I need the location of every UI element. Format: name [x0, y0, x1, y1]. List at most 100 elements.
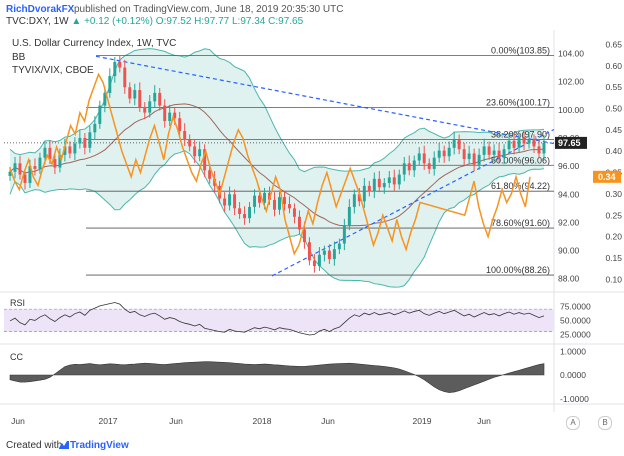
bb-basis-line [9, 103, 545, 227]
price-axes[interactable]: 104.00102.00100.0098.0096.0094.0092.0090… [555, 39, 622, 284]
candle-body [88, 132, 92, 148]
ratio-axis-tick: 0.60 [605, 61, 622, 71]
candle-body [352, 194, 356, 207]
candle-body [213, 178, 217, 186]
candle-body [253, 195, 257, 207]
candlestick-series [8, 55, 546, 273]
candle-body [18, 163, 22, 175]
candle-body [517, 137, 521, 148]
last-price-label: 97.65 [558, 138, 581, 148]
time-axis[interactable]: Jun 2017 Jun 2018 Jun 2019 Jun [11, 416, 491, 426]
time-axis-tick: 2018 [253, 416, 272, 426]
grid [0, 30, 624, 412]
candle-body [248, 206, 252, 219]
candle-body [307, 242, 311, 261]
candle-body [123, 67, 127, 88]
ratio-axis-tick: 0.65 [605, 39, 622, 49]
candle-body [118, 61, 122, 68]
candle-body [8, 171, 12, 176]
candle-body [28, 166, 32, 184]
price-axis-tick: 88.00 [558, 274, 580, 284]
candle-body [357, 194, 361, 202]
ratio-axis-tick: 0.10 [605, 274, 622, 284]
candle-body [223, 198, 227, 206]
candle-body [268, 192, 271, 200]
tradingview-logo-icon [59, 441, 69, 449]
ohlc-readout: TVC:DXY, 1W ▲ +0.12 (+0.12%) O:97.52 H:9… [6, 16, 303, 27]
legend-bb: BB [12, 52, 26, 63]
chart-canvas[interactable]: 0.00%(103.85) 23.60%(100.17) 38.20%(97.90)… [0, 0, 624, 432]
ratio-axis-tick: 0.40 [605, 146, 622, 156]
candle-body [332, 249, 336, 260]
candle-body [452, 139, 456, 148]
descending-trendline [95, 55, 555, 145]
rsi-axis-tick: 50.0000 [560, 315, 591, 325]
bb-lower-line [9, 150, 545, 288]
candle-body [23, 174, 27, 184]
candle-body [83, 137, 87, 148]
auto-scale-button[interactable]: A [566, 416, 580, 430]
candle-body [48, 147, 52, 160]
created-with-text: Created with [6, 440, 63, 451]
candle-body [173, 112, 177, 119]
candle-body [168, 112, 172, 122]
candle-body [337, 243, 341, 250]
candle-body [482, 146, 486, 155]
candle-body [417, 153, 421, 161]
bb-fill [10, 48, 544, 288]
rsi-pane[interactable]: 75.0000 50.0000 25.0000 [4, 301, 591, 339]
price-axis-tick: 104.00 [558, 48, 584, 58]
published-info: published on TradingView.com, June 18, 2… [74, 4, 344, 15]
tradingview-brand[interactable]: TradingView [70, 440, 129, 451]
ratio-axis-tick: 0.55 [605, 82, 622, 92]
rsi-axis-tick: 25.0000 [560, 329, 591, 339]
rsi-axis-tick: 75.0000 [560, 301, 591, 311]
fib-level-label: 23.60%(100.17) [486, 97, 550, 107]
candle-body [522, 137, 526, 144]
candle-body [362, 185, 366, 202]
candle-body [193, 146, 197, 157]
fib-level-label: 50.00%(96.06) [491, 155, 550, 165]
candle-body [188, 139, 192, 147]
candle-body [312, 260, 316, 267]
price-axis-tick: 90.00 [558, 246, 580, 256]
fib-level-label: 38.20%(97.90) [491, 129, 550, 139]
fib-level-label: 100.00%(88.26) [486, 265, 550, 275]
candle-body [103, 92, 107, 106]
candle-body [58, 154, 62, 168]
price-axis-tick: 94.00 [558, 189, 580, 199]
candle-body [402, 163, 406, 175]
candle-body [13, 163, 17, 172]
candle-body [487, 146, 491, 155]
candle-body [327, 250, 331, 260]
candle-body [472, 153, 476, 165]
price-axis-tick: 100.00 [558, 105, 584, 115]
scale-b-button[interactable]: B [598, 416, 612, 430]
candle-body [382, 183, 386, 188]
candle-body [342, 225, 346, 244]
candle-body [317, 254, 321, 267]
candle-body [273, 199, 276, 210]
candle-body [367, 185, 371, 192]
cc-pane[interactable]: 1.0000 0.0000 -1.0000 [9, 346, 589, 404]
author-link[interactable]: RichDvorakFX [6, 4, 75, 15]
candle-body [427, 163, 431, 169]
candle-body [527, 139, 531, 144]
ratio-axis-tick: 0.30 [605, 189, 622, 199]
candle-body [63, 146, 67, 155]
candle-body [68, 146, 72, 154]
price-axis-tick: 96.00 [558, 161, 580, 171]
time-axis-tick: 2019 [413, 416, 432, 426]
cc-label: CC [10, 352, 23, 362]
candle-body [457, 139, 461, 150]
bollinger-bands [9, 48, 545, 288]
candle-body [287, 204, 291, 209]
candle-body [412, 160, 416, 171]
candle-body [163, 105, 167, 122]
legend-ratio: TYVIX/VIX, CBOE [12, 65, 94, 76]
fib-level-label: 61.80%(94.22) [491, 181, 550, 191]
candle-body [462, 149, 466, 160]
candle-body [183, 130, 187, 140]
candle-body [133, 90, 137, 99]
candle-body [302, 229, 306, 243]
